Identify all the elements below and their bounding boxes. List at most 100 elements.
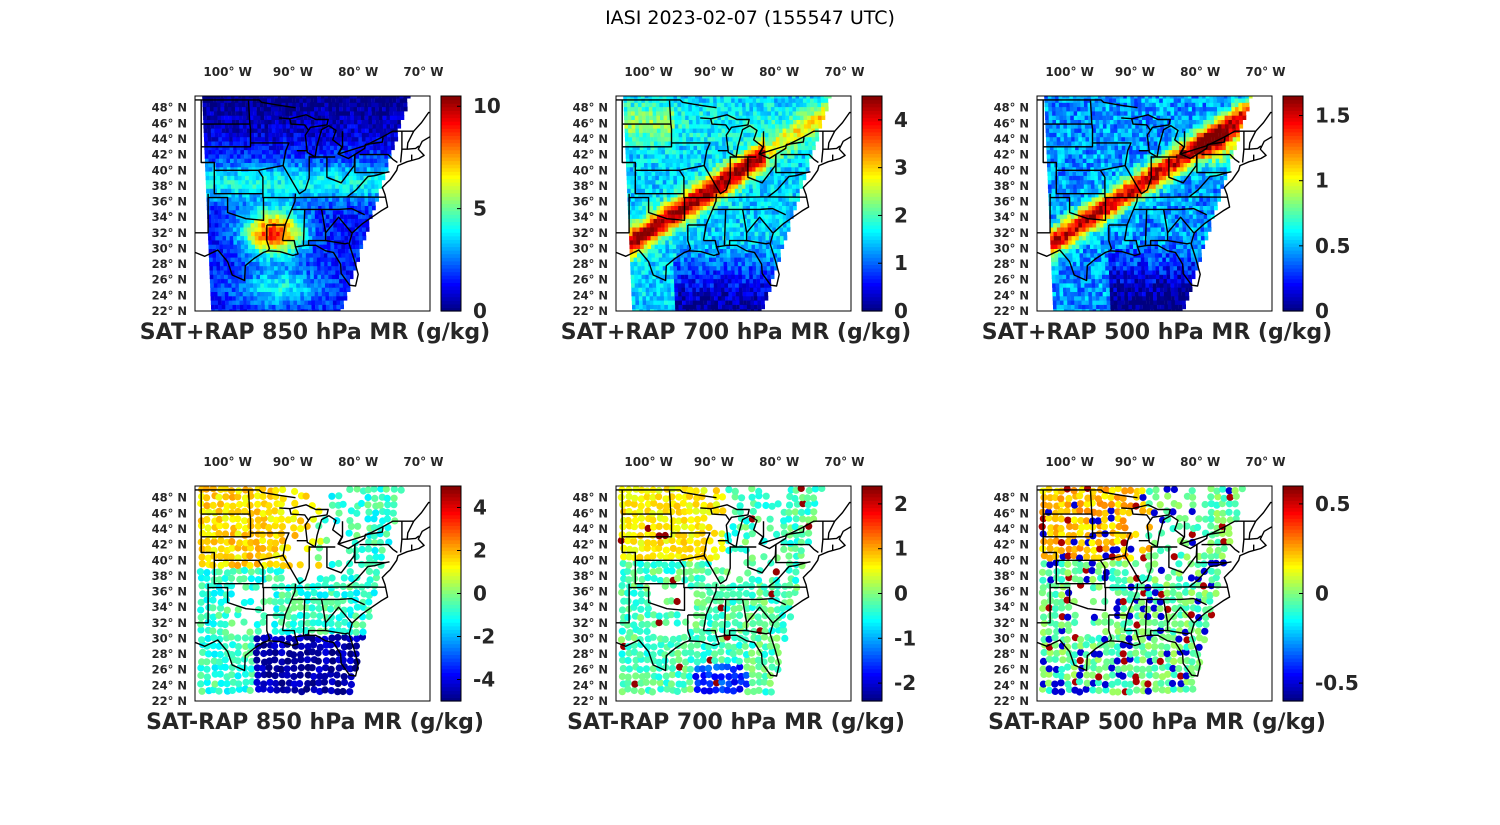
colorbar-tick-label: 1 <box>894 537 908 561</box>
colorbar-segment <box>862 683 882 688</box>
state-boundaries <box>1037 489 1272 677</box>
lon-tick-label: 80° W <box>338 455 378 469</box>
map-panel-sat-minus-rap-500: 100° W 90° W 80° W 70° W 48° N 46° N 44° N 42° … <box>947 447 1367 747</box>
boundary-line <box>346 561 390 588</box>
boundary-line <box>616 489 717 499</box>
state-boundaries <box>1037 99 1272 287</box>
lat-tick-label: 34° N <box>994 600 1029 614</box>
colorbar: 0 0.5 1 1.5 <box>1282 95 1350 323</box>
colorbar-segment <box>1283 235 1303 240</box>
colorbar-segment <box>1283 539 1303 544</box>
colorbar-segment <box>441 665 461 670</box>
boundary-line <box>1108 193 1139 226</box>
boundary-line <box>775 544 807 564</box>
colorbar-segment <box>1283 647 1303 652</box>
colorbar-segment <box>862 182 882 187</box>
colorbar-segment <box>1283 192 1303 197</box>
colorbar-segment <box>1283 156 1303 162</box>
colorbar-segment <box>862 264 882 269</box>
colorbar-segment <box>441 293 461 298</box>
lat-tick-label: 36° N <box>994 585 1029 599</box>
colorbar-segment <box>862 142 882 147</box>
map-frame <box>1036 485 1273 702</box>
colorbar-segment <box>441 586 461 591</box>
lon-tick-label: 100° W <box>203 455 251 469</box>
colorbar-segment <box>1283 246 1303 251</box>
lat-tick-label: 36° N <box>573 585 608 599</box>
colorbar-segment <box>441 600 461 605</box>
lon-tick-label: 90° W <box>1115 65 1155 79</box>
boundary-line <box>746 629 770 635</box>
colorbar-tick-label: 2 <box>894 203 908 227</box>
colorbar-tick-label: 4 <box>473 496 487 520</box>
boundary-line <box>302 209 306 246</box>
boundary-line <box>1179 501 1272 545</box>
lat-tick-label: 22° N <box>994 694 1029 708</box>
colorbar-segment <box>1283 142 1303 147</box>
colorbar-segment <box>1283 493 1303 498</box>
colorbar-segment <box>441 521 461 527</box>
colorbar-segment <box>441 260 461 266</box>
boundary-line <box>1124 156 1152 195</box>
colorbar-segment <box>862 593 882 598</box>
colorbar-segment <box>441 615 461 620</box>
colorbar-segment <box>862 521 882 527</box>
colorbar-tick-label: 3 <box>894 156 908 180</box>
colorbar-tick-label: 2 <box>473 539 487 563</box>
colorbar-segment <box>441 199 461 205</box>
colorbar: -2 -1 0 1 2 <box>861 485 916 702</box>
colorbar-segment <box>441 174 461 180</box>
colorbar-segment <box>862 121 882 126</box>
boundary-line <box>214 142 290 171</box>
colorbar-segment <box>441 278 461 283</box>
colorbar-segment <box>862 153 882 158</box>
colorbar-segment <box>1283 686 1303 691</box>
panel-title: SAT-RAP 850 hPa MR (g/kg) <box>146 710 484 735</box>
lat-tick-label: 36° N <box>994 195 1029 209</box>
lon-tick-label: 90° W <box>273 65 313 79</box>
boundary-line <box>723 209 727 246</box>
colorbar-segment <box>1283 207 1303 212</box>
colorbar-segment <box>1283 264 1303 269</box>
boundary-line <box>406 130 415 150</box>
lon-tick-label: 100° W <box>624 65 672 79</box>
lat-tick-label: 32° N <box>994 616 1029 630</box>
colorbar-segment <box>1283 629 1303 634</box>
colorbar-segment <box>441 536 461 541</box>
boundary-line <box>1037 99 1138 109</box>
colorbar-segment <box>1283 683 1303 688</box>
colorbar-segment <box>1283 561 1303 566</box>
boundary-line <box>616 99 717 109</box>
colorbar-segment <box>1283 582 1303 587</box>
colorbar-segment <box>862 300 882 305</box>
lat-tick-label: 30° N <box>152 631 187 645</box>
colorbar: 0 5 10 <box>440 94 501 323</box>
figure-title: IASI 2023-02-07 (155547 UTC) <box>605 7 895 29</box>
map-plot: 100° W 90° W 80° W 70° W 48° N46° N 44° N 42° … <box>573 455 917 708</box>
state-boundaries <box>195 99 430 287</box>
colorbar-segment <box>441 593 461 598</box>
boundary-line <box>746 239 770 245</box>
colorbar-segment <box>862 232 882 237</box>
colorbar-segment <box>862 171 882 176</box>
lon-tick-label: 80° W <box>1180 455 1220 469</box>
lat-tick-label: 40° N <box>152 163 187 177</box>
colorbar-segment <box>862 640 882 645</box>
colorbar-segment <box>441 579 461 584</box>
colorbar-segment <box>1283 196 1303 201</box>
lat-tick-label: 44° N <box>152 522 187 536</box>
colorbar-segment <box>441 572 461 577</box>
colorbar-segment <box>862 518 882 523</box>
boundary-line <box>1196 154 1228 174</box>
colorbar-segment <box>1283 503 1303 509</box>
boundary-line <box>1167 629 1191 635</box>
colorbar-segment <box>862 275 882 280</box>
colorbar-tick-label: 4 <box>894 108 908 132</box>
colorbar-segment <box>1283 296 1303 301</box>
colorbar-tick-label: 0 <box>1315 582 1329 606</box>
colorbar-segment <box>441 597 461 602</box>
lon-tick-label: 70° W <box>824 455 864 469</box>
colorbar-segment <box>862 146 882 151</box>
colorbar-segment <box>862 529 882 534</box>
colorbar-segment <box>441 149 461 154</box>
